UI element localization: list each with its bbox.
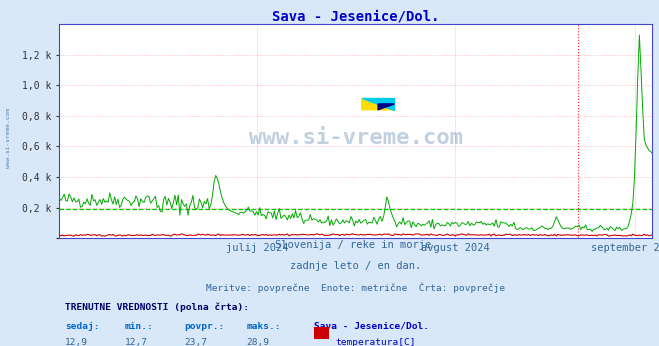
Text: maks.:: maks.:	[246, 322, 281, 331]
Polygon shape	[362, 98, 395, 110]
Text: zadnje leto / en dan.: zadnje leto / en dan.	[290, 261, 422, 271]
FancyBboxPatch shape	[314, 345, 330, 346]
Text: min.:: min.:	[125, 322, 154, 331]
Text: TRENUTNE VREDNOSTI (polna črta):: TRENUTNE VREDNOSTI (polna črta):	[65, 303, 249, 312]
Text: 28,9: 28,9	[246, 338, 269, 346]
Text: sedaj:: sedaj:	[65, 322, 100, 331]
Text: www.si-vreme.com: www.si-vreme.com	[6, 108, 11, 169]
Text: povpr.:: povpr.:	[184, 322, 224, 331]
Text: temperatura[C]: temperatura[C]	[335, 338, 416, 346]
Text: 12,7: 12,7	[125, 338, 148, 346]
Text: 23,7: 23,7	[184, 338, 207, 346]
Polygon shape	[378, 104, 395, 110]
Text: www.si-vreme.com: www.si-vreme.com	[249, 128, 463, 148]
Polygon shape	[362, 98, 395, 110]
Text: 12,9: 12,9	[65, 338, 88, 346]
Text: Slovenija / reke in morje.: Slovenija / reke in morje.	[275, 240, 437, 250]
Text: Sava - Jesenice/Dol.: Sava - Jesenice/Dol.	[314, 322, 430, 331]
Text: Meritve: povprečne  Enote: metrične  Črta: povprečje: Meritve: povprečne Enote: metrične Črta:…	[206, 282, 505, 292]
FancyBboxPatch shape	[314, 327, 330, 339]
Title: Sava - Jesenice/Dol.: Sava - Jesenice/Dol.	[272, 9, 440, 23]
